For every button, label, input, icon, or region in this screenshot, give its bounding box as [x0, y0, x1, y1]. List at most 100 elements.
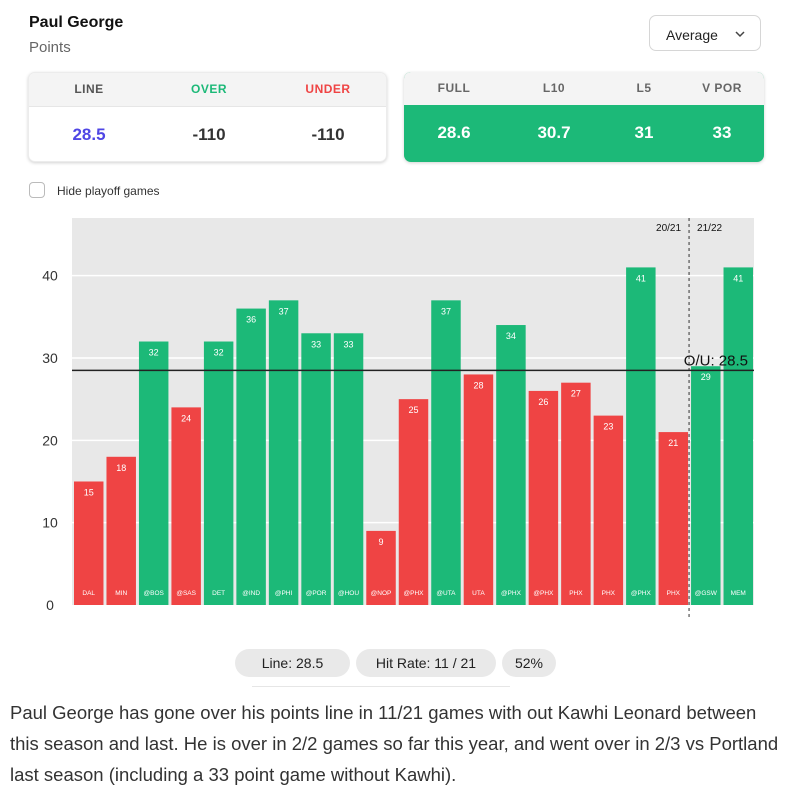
bar-value-label: 32	[214, 348, 224, 358]
bar-value-label: 25	[408, 405, 418, 415]
vs-por-header: V POR	[702, 81, 742, 95]
bar	[366, 530, 396, 605]
bar-value-label: 41	[733, 273, 743, 283]
hide-playoff-label: Hide playoff games	[57, 184, 160, 198]
divider	[252, 686, 510, 687]
x-tick-label: @BOS	[144, 590, 165, 597]
bar	[301, 333, 331, 605]
ou-line-label: O/U: 28.5	[684, 352, 748, 369]
x-tick-label: @PHX	[631, 590, 652, 597]
vs-por-average: 33	[712, 123, 732, 142]
bar	[593, 415, 624, 605]
points-bar-chart: 0 10 20 30 40 15 DAL 18 MIN 32 @BOS 24 @SAS 32 DET 36 @I…	[42, 218, 754, 617]
hit-rate-pill: Hit Rate: 11 / 21	[356, 649, 496, 677]
under-odds: -110	[311, 125, 345, 144]
bar-value-label: 28	[473, 380, 483, 390]
bar-value-label: 36	[246, 315, 256, 325]
bar-value-label: 33	[311, 339, 321, 349]
bar-value-label: 32	[149, 348, 159, 358]
x-tick-label: @HOU	[338, 590, 359, 597]
bar-value-label: 18	[116, 463, 126, 473]
over-odds: -110	[192, 125, 226, 144]
bar	[431, 300, 461, 605]
chevron-down-icon	[734, 27, 746, 43]
bar-value-label: 24	[181, 413, 191, 423]
summary-text: Paul George has gone over his points lin…	[10, 702, 779, 785]
under-header: UNDER	[305, 82, 351, 96]
hide-playoff-checkbox[interactable]	[29, 182, 45, 198]
line-header: LINE	[74, 82, 104, 96]
stat-name: Points	[29, 39, 71, 56]
season-label-left: 20/21	[656, 223, 681, 234]
x-tick-label: @SAS	[176, 590, 196, 597]
bar	[333, 333, 364, 605]
dropdown-value: Average	[666, 27, 718, 43]
x-tick-label: MIN	[115, 590, 127, 597]
l5-header: L5	[636, 81, 652, 95]
line-value: 28.5	[72, 125, 106, 144]
x-tick-label: @PHX	[404, 590, 425, 597]
bar	[463, 374, 494, 605]
x-tick-label: @PHX	[533, 590, 554, 597]
x-tick-label: @GSW	[695, 590, 718, 597]
y-tick-label: 30	[42, 350, 58, 366]
bar	[106, 456, 136, 605]
full-header: FULL	[437, 81, 471, 95]
l10-header: L10	[542, 81, 566, 95]
bar	[626, 267, 656, 605]
x-tick-label: @IND	[242, 590, 260, 597]
bar-value-label: 37	[279, 306, 289, 316]
bar	[236, 308, 266, 605]
average-card-values: 28.6 30.7 31 33	[404, 105, 764, 162]
bar-value-label: 29	[701, 372, 711, 382]
bar-value-label: 23	[603, 422, 613, 432]
bar	[528, 390, 559, 605]
average-card-header: FULL L10 L5 V POR	[404, 72, 764, 105]
x-tick-label: @NOP	[371, 590, 392, 597]
bar-value-label: 34	[506, 331, 516, 341]
bar-value-label: 37	[441, 306, 451, 316]
x-tick-label: PHX	[602, 590, 616, 597]
x-tick-label: UTA	[472, 590, 485, 597]
bar	[561, 382, 591, 605]
x-tick-label: DAL	[82, 590, 95, 597]
bar-value-label: 27	[571, 389, 581, 399]
hit-pct-pill: 52%	[502, 649, 556, 677]
bar	[398, 399, 429, 605]
bar-value-label: 21	[668, 438, 678, 448]
bar	[203, 341, 234, 605]
over-header: OVER	[190, 82, 228, 96]
line-card: LINE OVER UNDER 28.5 -110 -110	[28, 72, 387, 162]
bar-value-label: 15	[84, 487, 94, 497]
bar-value-label: 41	[636, 273, 646, 283]
bar	[723, 267, 753, 605]
x-tick-label: @POR	[306, 590, 327, 597]
bar	[171, 407, 201, 605]
player-name: Paul George	[29, 14, 124, 31]
x-tick-label: @UTA	[436, 590, 456, 597]
line-card-header: LINE OVER UNDER	[29, 73, 386, 107]
bar	[74, 481, 104, 605]
l10-average: 30.7	[537, 123, 571, 142]
full-average: 28.6	[437, 123, 471, 142]
x-tick-label: @PHX	[501, 590, 522, 597]
x-tick-label: PHX	[667, 590, 681, 597]
line-card-values: 28.5 -110 -110	[29, 107, 386, 161]
y-tick-label: 40	[42, 268, 58, 284]
bar	[658, 432, 689, 605]
y-tick-label: 10	[42, 515, 58, 531]
season-label-right: 21/22	[697, 223, 722, 234]
l5-average: 31	[634, 123, 654, 142]
y-tick-label: 20	[42, 432, 58, 448]
average-card: FULL L10 L5 V POR 28.6 30.7 31 33	[404, 72, 764, 162]
x-tick-label: PHX	[569, 590, 583, 597]
average-dropdown[interactable]: Average	[649, 15, 761, 51]
line-pill: Line: 28.5	[235, 649, 350, 677]
bar	[691, 366, 721, 605]
x-tick-label: @PHI	[275, 590, 293, 597]
y-tick-label: 0	[46, 597, 54, 613]
bar-value-label: 9	[379, 537, 384, 547]
bar-value-label: 33	[344, 339, 354, 349]
x-tick-label: DET	[212, 590, 225, 597]
bar	[138, 341, 169, 605]
